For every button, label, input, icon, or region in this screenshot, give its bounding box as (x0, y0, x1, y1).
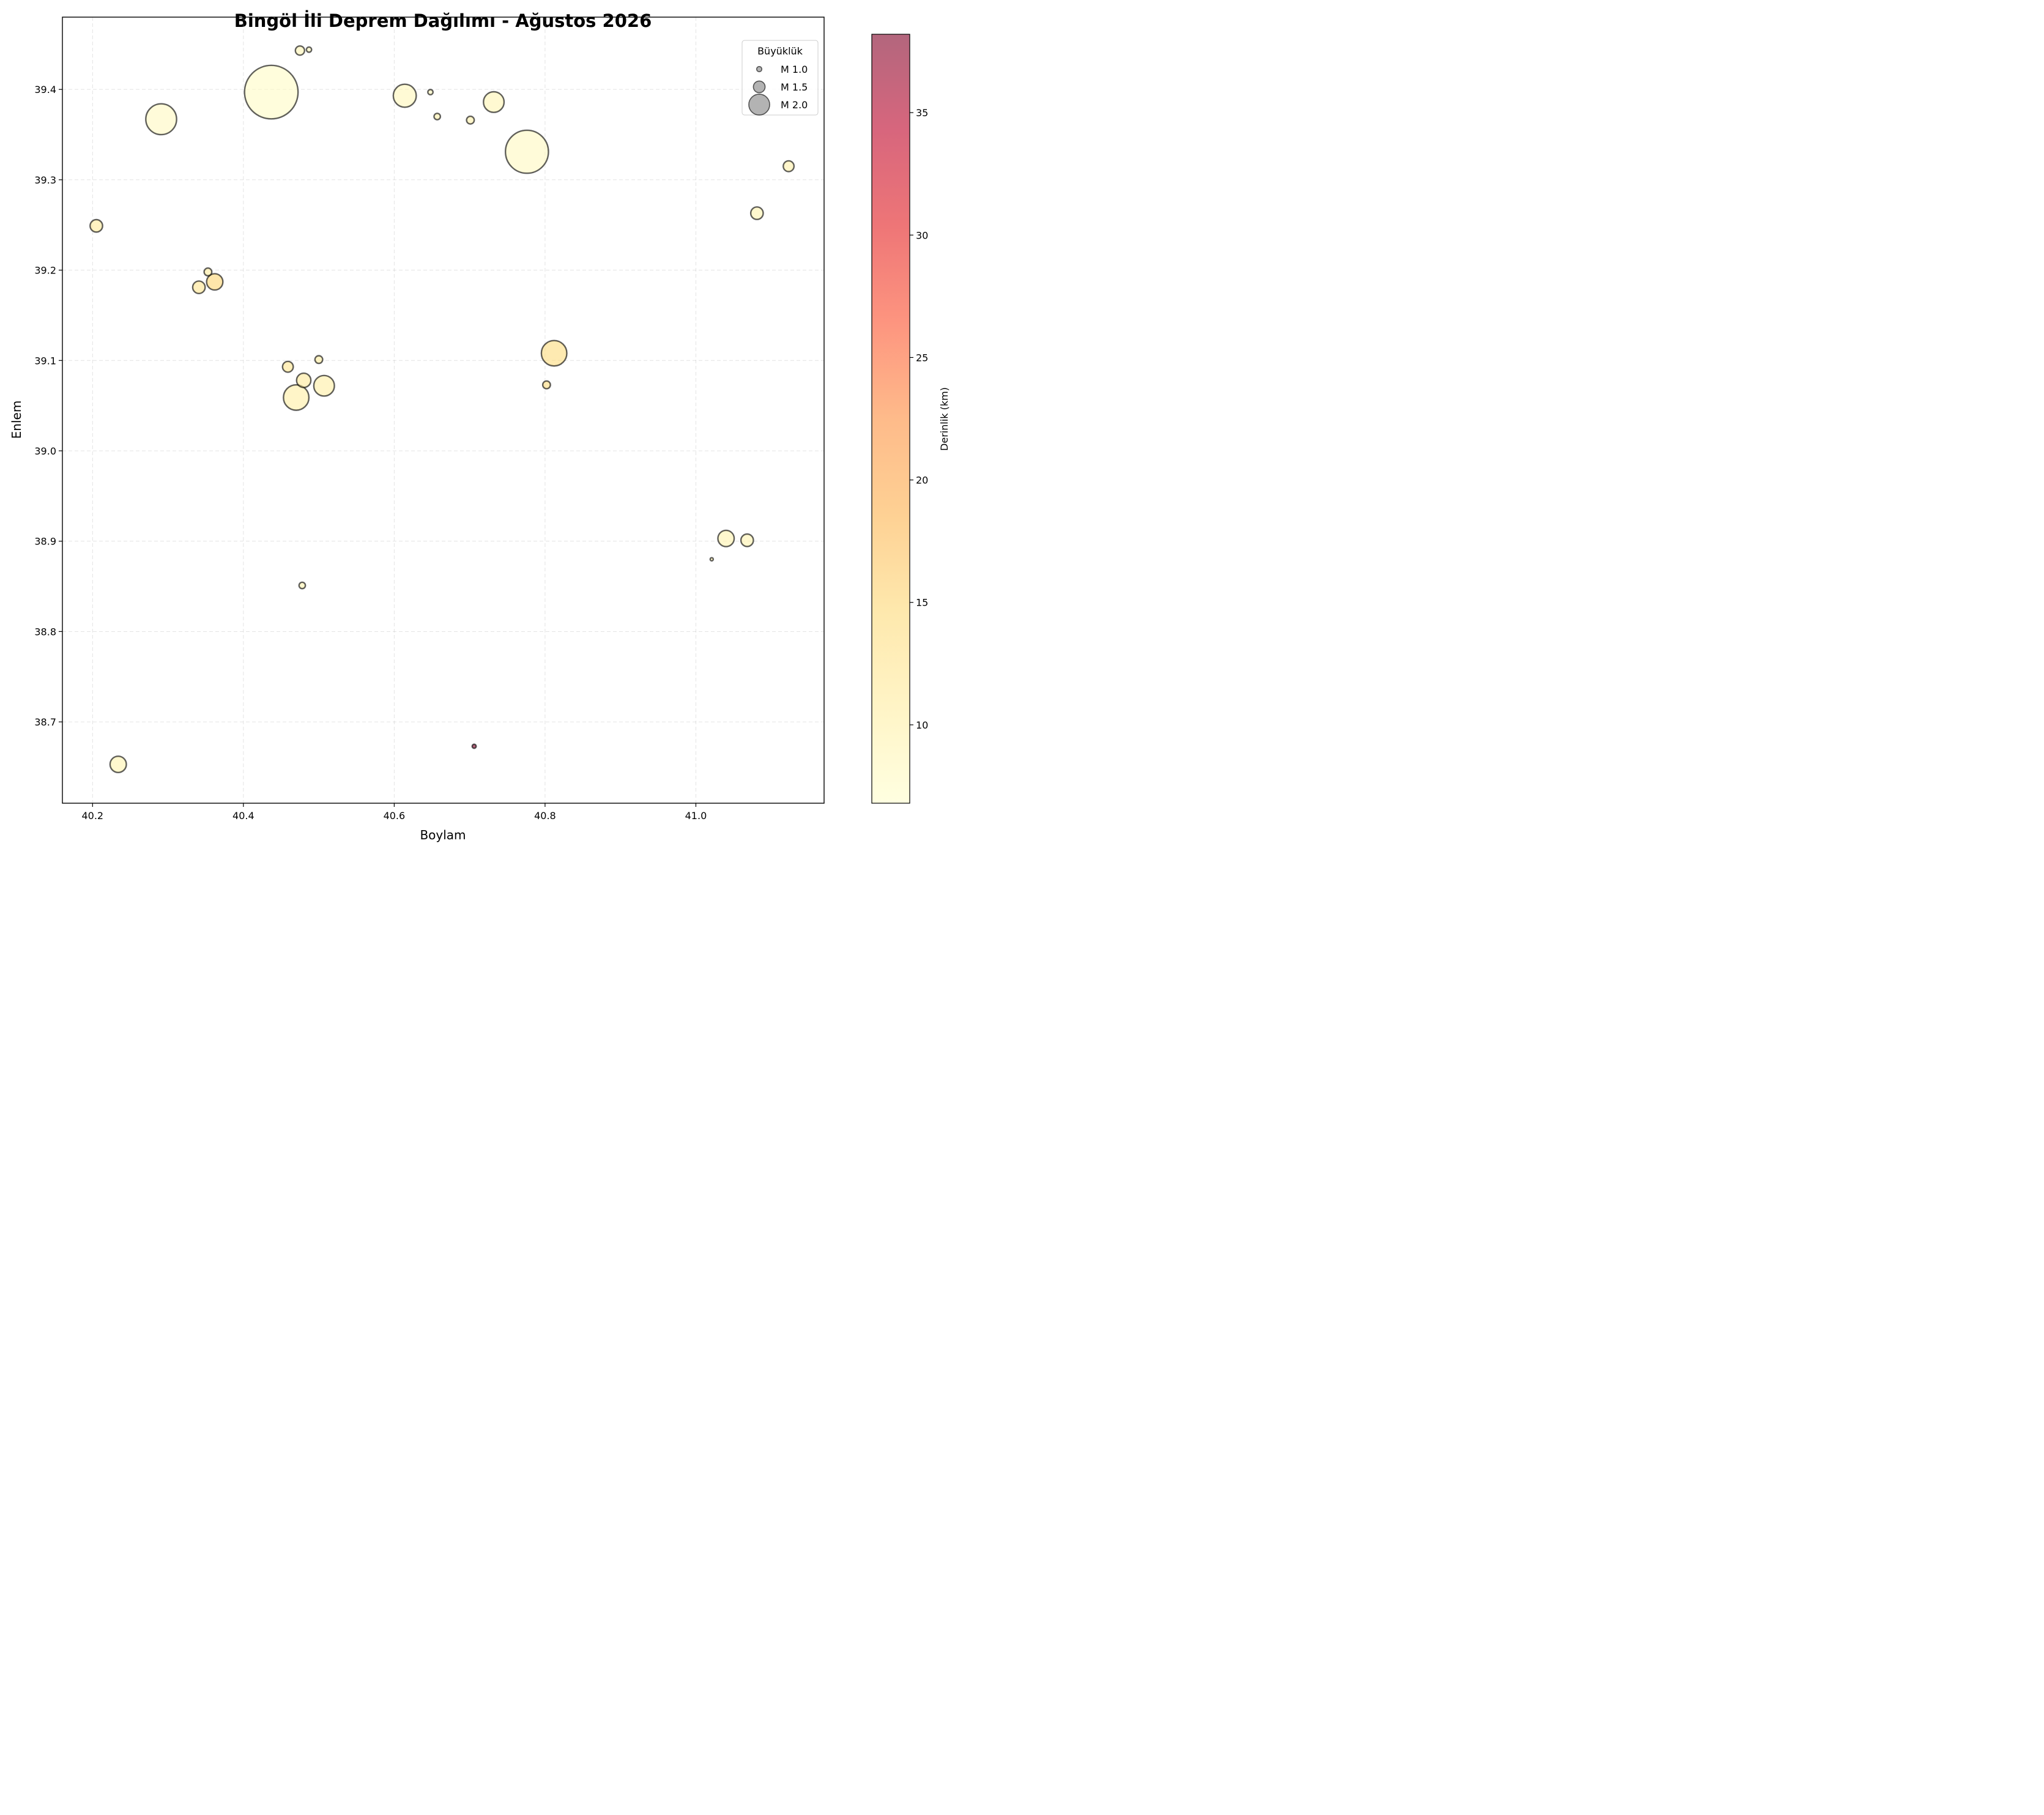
chart-container: Bingöl İli Deprem Dağılımı - Ağustos 202… (0, 0, 954, 847)
earthquake-point (749, 206, 764, 220)
earthquake-point (427, 89, 434, 96)
colorbar-tick-label: 35 (916, 107, 928, 119)
x-axis-label: Boylam (420, 828, 466, 842)
earthquake-point (540, 340, 568, 367)
legend-marker (748, 94, 770, 116)
colorbar-frame (871, 34, 910, 804)
legend-marker (753, 80, 766, 94)
colorbar-gradient (872, 34, 910, 803)
earthquake-point (89, 218, 103, 233)
earthquake-point (466, 115, 475, 125)
y-tick-label: 39.2 (34, 265, 56, 277)
y-tick-label: 39.1 (34, 355, 56, 366)
legend-entry-label: M 2.0 (781, 99, 808, 111)
y-tick-label: 39.4 (34, 84, 56, 95)
earthquake-point (283, 384, 310, 411)
colorbar-tick-label: 25 (916, 352, 928, 363)
earthquake-point (483, 91, 505, 113)
colorbar-tick-label: 15 (916, 597, 928, 609)
colorbar-ticks: 10 15 20 25 30 35 (910, 107, 928, 731)
legend-marker (756, 65, 763, 73)
earthquake-point (740, 533, 754, 547)
x-tick-label: 40.6 (384, 810, 406, 822)
y-tick-label: 38.9 (34, 536, 56, 547)
y-tick-label: 39.3 (34, 174, 56, 186)
y-tick-label: 38.7 (34, 716, 56, 728)
earthquake-point (203, 267, 213, 277)
x-tick-label: 40.4 (232, 810, 255, 822)
colorbar-tick-label: 20 (916, 475, 928, 486)
legend-title: Büyüklük (757, 45, 803, 57)
earthquake-point (313, 374, 335, 397)
earthquake-point (433, 113, 442, 121)
earthquake-point (504, 129, 549, 174)
colorbar: 10 15 20 25 30 35 Derinlik (km) (871, 34, 950, 804)
legend: Büyüklük M 1.0 M 1.5 M 2.0 (741, 40, 819, 116)
earthquake-point (243, 64, 299, 120)
earthquake-point (471, 743, 477, 749)
earthquake-point (541, 380, 551, 390)
legend-entry-label: M 1.0 (781, 64, 808, 75)
earthquake-point (109, 755, 127, 774)
y-tick-label: 38.8 (34, 626, 56, 637)
scatter-chart: Bingöl İli Deprem Dağılımı - Ağustos 202… (9, 10, 950, 842)
legend-entry-label: M 1.5 (781, 81, 808, 93)
earthquake-point (145, 103, 177, 136)
plot-frame (62, 17, 825, 804)
earthquake-point (392, 83, 417, 108)
earthquake-point (294, 45, 305, 56)
earthquake-point (191, 280, 206, 295)
earthquake-point (305, 46, 313, 53)
grid (62, 17, 824, 803)
data-points (89, 45, 795, 774)
x-axis-ticks: 40.2 40.4 40.6 40.8 41.0 (81, 803, 707, 822)
colorbar-tick-label: 10 (916, 719, 928, 731)
x-tick-label: 41.0 (685, 810, 707, 822)
y-axis-ticks: 38.7 38.8 38.9 39.0 39.1 39.2 39.3 39.4 (34, 84, 62, 728)
earthquake-point (295, 372, 312, 388)
earthquake-point (298, 581, 307, 590)
earthquake-point (709, 557, 715, 562)
x-tick-label: 40.8 (534, 810, 556, 822)
earthquake-point (782, 160, 795, 173)
earthquake-point (281, 360, 294, 373)
chart-title: Bingöl İli Deprem Dağılımı - Ağustos 202… (234, 10, 652, 31)
x-tick-label: 40.2 (81, 810, 103, 822)
earthquake-point (314, 355, 324, 365)
earthquake-point (717, 529, 735, 547)
earthquake-point (206, 273, 224, 291)
colorbar-tick-label: 30 (916, 229, 928, 241)
y-tick-label: 39.0 (34, 445, 56, 457)
y-axis-label: Enlem (9, 401, 24, 439)
colorbar-label: Derinlik (km) (938, 387, 950, 451)
